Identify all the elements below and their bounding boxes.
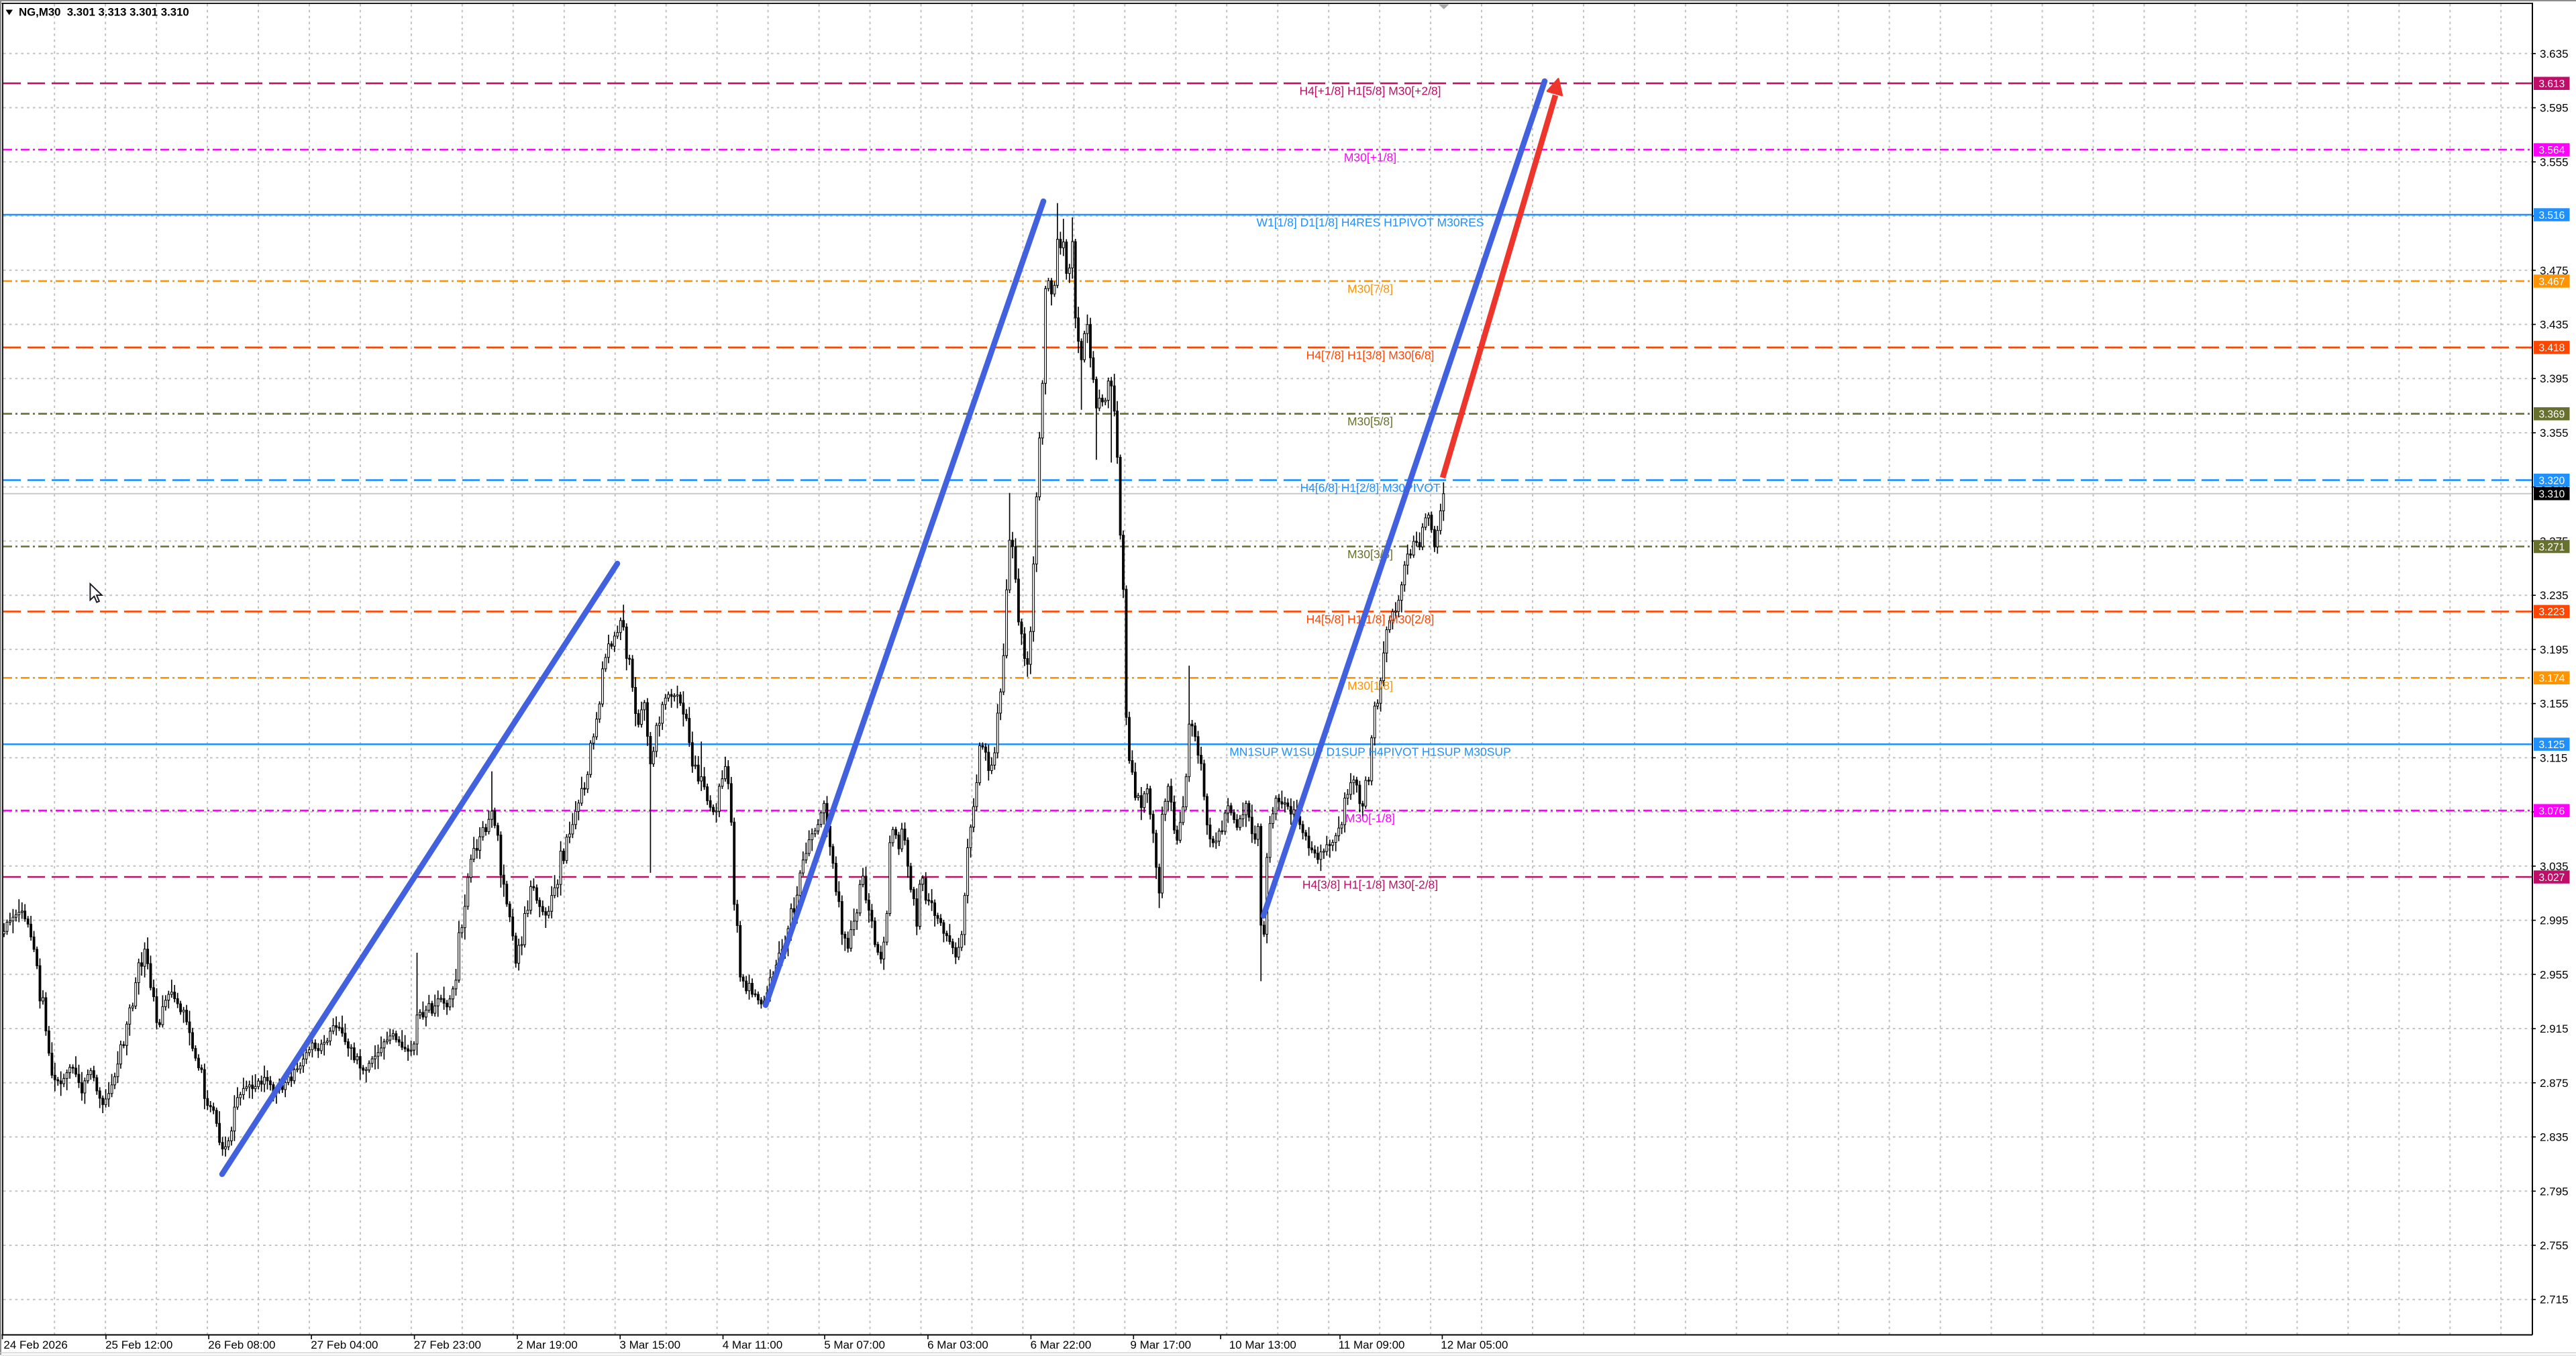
svg-text:2.955: 2.955 (2540, 968, 2569, 981)
svg-text:4 Mar 11:00: 4 Mar 11:00 (723, 1339, 782, 1351)
svg-text:2.875: 2.875 (2540, 1077, 2569, 1090)
svg-text:3.418: 3.418 (2539, 343, 2565, 354)
svg-text:3.435: 3.435 (2540, 319, 2569, 331)
svg-text:3.271: 3.271 (2539, 541, 2565, 553)
svg-text:3.115: 3.115 (2540, 751, 2567, 764)
svg-text:M30[-1/8]: M30[-1/8] (1345, 812, 1395, 825)
svg-text:3.369: 3.369 (2539, 409, 2565, 421)
svg-text:3.027: 3.027 (2539, 872, 2565, 884)
svg-text:H4[6/8] H1[2/8] M30PIVOT: H4[6/8] H1[2/8] M30PIVOT (1300, 481, 1440, 494)
svg-text:2.755: 2.755 (2540, 1239, 2569, 1252)
svg-text:3.195: 3.195 (2540, 643, 2569, 656)
svg-text:2 Mar 19:00: 2 Mar 19:00 (517, 1339, 578, 1351)
svg-text:5 Mar 07:00: 5 Mar 07:00 (824, 1339, 885, 1351)
svg-text:H4[3/8] H1[-1/8] M30[-2/8]: H4[3/8] H1[-1/8] M30[-2/8] (1302, 878, 1438, 892)
svg-text:NG,M30 3.301 3.313 3.301 3.31: NG,M30 3.301 3.313 3.301 3.310 (19, 6, 189, 19)
svg-text:27 Feb 04:00: 27 Feb 04:00 (311, 1339, 378, 1351)
svg-text:M30[7/8]: M30[7/8] (1347, 282, 1393, 295)
svg-text:3.595: 3.595 (2540, 102, 2569, 115)
svg-text:MN1SUP W1SUP D1SUP H4PIVOT H1S: MN1SUP W1SUP D1SUP H4PIVOT H1SUP M30SUP (1229, 745, 1511, 759)
svg-text:3.035: 3.035 (2540, 860, 2569, 873)
svg-text:6 Mar 03:00: 6 Mar 03:00 (927, 1339, 988, 1351)
svg-text:9 Mar 17:00: 9 Mar 17:00 (1130, 1339, 1191, 1351)
svg-text:3.395: 3.395 (2540, 372, 2569, 385)
svg-text:2.795: 2.795 (2540, 1185, 2569, 1198)
svg-text:M30[1/8]: M30[1/8] (1347, 679, 1393, 692)
svg-text:24 Feb 2026: 24 Feb 2026 (3, 1339, 67, 1351)
svg-text:H4[5/8] H1[1/8] M30[2/8]: H4[5/8] H1[1/8] M30[2/8] (1306, 613, 1435, 626)
svg-text:2.835: 2.835 (2540, 1131, 2569, 1144)
svg-text:10 Mar 13:00: 10 Mar 13:00 (1229, 1339, 1296, 1351)
svg-text:M30[5/8]: M30[5/8] (1347, 415, 1393, 428)
svg-text:2.915: 2.915 (2540, 1023, 2569, 1035)
svg-text:3.125: 3.125 (2539, 739, 2565, 751)
svg-text:2.995: 2.995 (2540, 915, 2569, 927)
svg-text:2.715: 2.715 (2540, 1294, 2569, 1306)
svg-text:3.320: 3.320 (2539, 476, 2565, 487)
svg-text:3.516: 3.516 (2539, 210, 2565, 221)
svg-text:3.155: 3.155 (2540, 698, 2569, 711)
svg-text:6 Mar 22:00: 6 Mar 22:00 (1031, 1339, 1092, 1351)
svg-text:3.635: 3.635 (2540, 48, 2569, 60)
svg-text:3.475: 3.475 (2540, 264, 2569, 277)
svg-text:3.174: 3.174 (2539, 673, 2565, 684)
svg-text:12 Mar 05:00: 12 Mar 05:00 (1441, 1339, 1508, 1351)
svg-text:3.564: 3.564 (2539, 145, 2565, 156)
svg-text:3.555: 3.555 (2540, 156, 2569, 168)
svg-text:M30[+1/8]: M30[+1/8] (1344, 151, 1396, 164)
svg-text:26 Feb 08:00: 26 Feb 08:00 (208, 1339, 275, 1351)
svg-text:3 Mar 15:00: 3 Mar 15:00 (619, 1339, 680, 1351)
svg-text:3.235: 3.235 (2540, 589, 2569, 602)
svg-text:3.223: 3.223 (2539, 607, 2565, 618)
svg-text:25 Feb 12:00: 25 Feb 12:00 (105, 1339, 172, 1351)
svg-text:11 Mar 09:00: 11 Mar 09:00 (1339, 1339, 1405, 1351)
svg-text:H4[+1/8] H1[5/8] M30[+2/8]: H4[+1/8] H1[5/8] M30[+2/8] (1299, 85, 1441, 98)
svg-text:27 Feb 23:00: 27 Feb 23:00 (414, 1339, 481, 1351)
svg-text:3.076: 3.076 (2539, 806, 2565, 817)
svg-text:H4[7/8] H1[3/8] M30[6/8]: H4[7/8] H1[3/8] M30[6/8] (1306, 348, 1435, 362)
svg-text:3.310: 3.310 (2539, 489, 2565, 501)
svg-text:3.467: 3.467 (2539, 276, 2565, 288)
svg-text:3.613: 3.613 (2539, 79, 2565, 90)
svg-text:3.355: 3.355 (2540, 427, 2569, 439)
svg-text:W1[1/8] D1[1/8] H4RES H1PIVOT: W1[1/8] D1[1/8] H4RES H1PIVOT M30RES (1256, 216, 1484, 229)
